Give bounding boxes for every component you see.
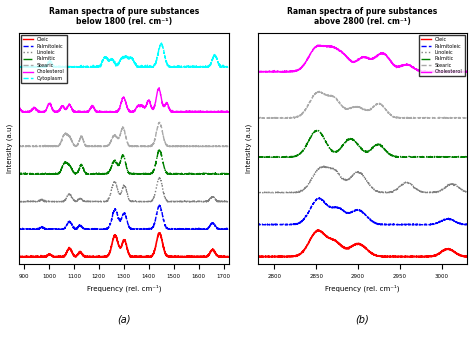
Y-axis label: Intensity (a.u): Intensity (a.u) — [7, 124, 13, 173]
X-axis label: Frequency (rel. cm⁻¹): Frequency (rel. cm⁻¹) — [87, 284, 161, 292]
Text: (a): (a) — [117, 315, 130, 324]
Title: Raman spectra of pure substances
below 1800 (rel. cm⁻¹): Raman spectra of pure substances below 1… — [49, 7, 199, 26]
Title: Raman spectra of pure substances
above 2800 (rel. cm⁻¹): Raman spectra of pure substances above 2… — [287, 7, 438, 26]
Y-axis label: Intensity (a.u): Intensity (a.u) — [246, 124, 252, 173]
X-axis label: Frequency (rel. cm⁻¹): Frequency (rel. cm⁻¹) — [325, 284, 400, 292]
Legend: Oleic, Palmitoleic, Linoleic, Palmitic, Stearic, Cholesterol, Cytoplasm: Oleic, Palmitoleic, Linoleic, Palmitic, … — [21, 35, 67, 83]
Legend: Oleic, Palmitoleic, Linoleic, Palmitic, Stearic, Cholesterol: Oleic, Palmitoleic, Linoleic, Palmitic, … — [419, 35, 465, 76]
Text: (b): (b) — [356, 315, 369, 324]
